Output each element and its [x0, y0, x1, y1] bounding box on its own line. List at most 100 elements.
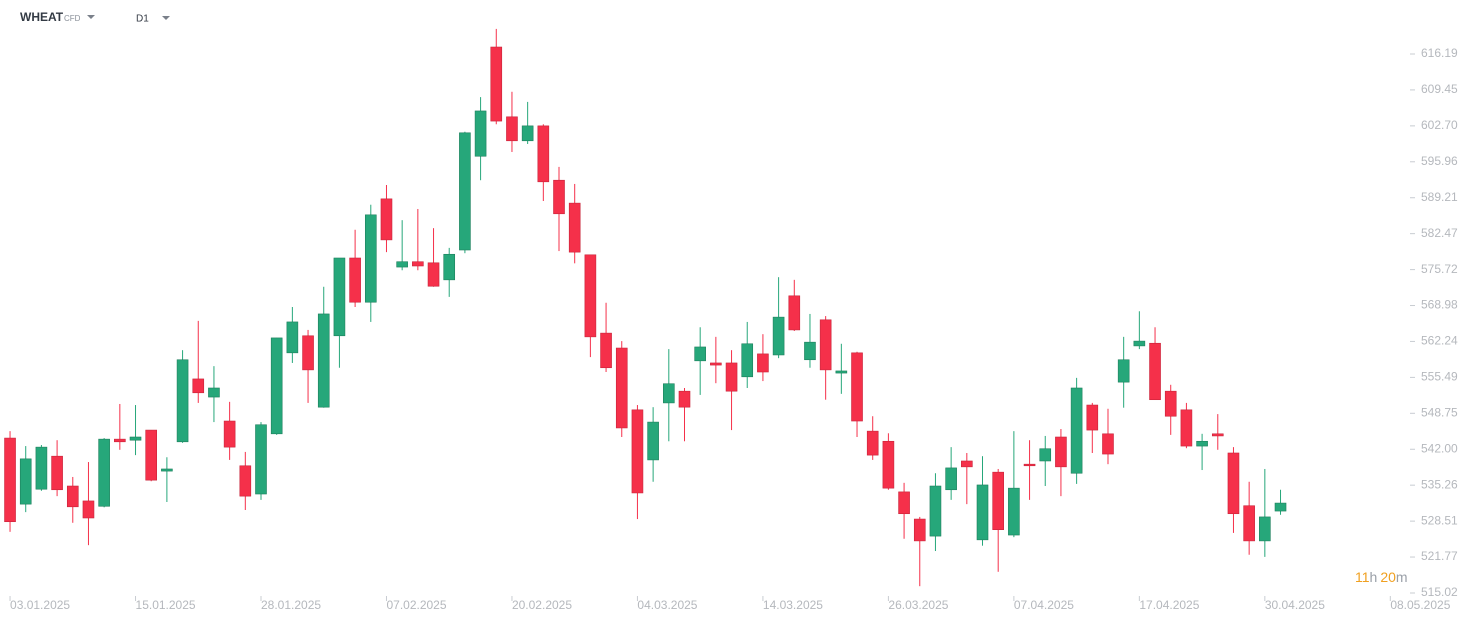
- y-tick-label: 535.26: [1421, 477, 1458, 491]
- dropdown-arrow[interactable]: [87, 15, 95, 19]
- candle-body: [51, 455, 63, 491]
- candle-body: [945, 467, 957, 491]
- instrument-type[interactable]: CFD: [64, 14, 81, 23]
- countdown-minutes: 20: [1380, 569, 1396, 585]
- candle-body: [835, 370, 848, 374]
- candle-body: [804, 341, 816, 361]
- candle-body: [882, 440, 895, 489]
- x-tick-label: 04.03.2025: [637, 598, 697, 612]
- candle-body: [35, 446, 48, 490]
- x-tick-label: 07.04.2025: [1014, 598, 1074, 612]
- candle-body: [286, 321, 299, 354]
- candle-body: [145, 429, 158, 481]
- candle-body: [725, 362, 738, 392]
- candle-body: [710, 362, 722, 366]
- dropdown-arrow[interactable]: [162, 16, 170, 20]
- candle-body: [1243, 505, 1255, 542]
- y-tick-label: 562.24: [1421, 334, 1458, 348]
- candle-body: [819, 319, 832, 371]
- candle-body: [913, 518, 926, 542]
- x-tick-label: 14.03.2025: [763, 598, 823, 612]
- symbol[interactable]: WHEAT: [20, 10, 64, 24]
- candle-body: [459, 132, 471, 251]
- candle-body: [741, 343, 754, 378]
- y-tick-label: 568.98: [1421, 298, 1458, 312]
- candle-body: [663, 383, 675, 404]
- candle-body: [1274, 502, 1287, 512]
- candle-body: [1023, 463, 1036, 467]
- candle-body: [396, 261, 408, 268]
- candle-body: [898, 491, 910, 515]
- candle-body: [647, 421, 659, 461]
- candle-body: [114, 438, 126, 443]
- candle-body: [1008, 487, 1020, 536]
- y-tick-label: 582.47: [1421, 226, 1458, 240]
- candle-body: [176, 359, 189, 443]
- candle-body: [66, 485, 79, 508]
- candle-body: [1196, 440, 1208, 447]
- x-tick-label: 07.02.2025: [386, 598, 446, 612]
- candle-body: [302, 335, 314, 371]
- candle-body: [506, 116, 518, 142]
- candle-body: [866, 430, 879, 456]
- candle-body: [1117, 359, 1130, 383]
- candle-body: [537, 125, 550, 183]
- x-tick-label: 03.01.2025: [10, 598, 70, 612]
- candle-body: [129, 436, 142, 441]
- candle-body: [788, 295, 801, 331]
- y-tick-label: 515.02: [1421, 585, 1458, 599]
- candle-body: [223, 420, 236, 448]
- candle-body: [961, 460, 973, 468]
- candle-body: [364, 214, 377, 303]
- candle-body: [1039, 448, 1052, 462]
- candle-body: [1149, 342, 1161, 401]
- candle-body: [615, 347, 628, 429]
- candle-body: [474, 110, 487, 157]
- candle-body: [1180, 409, 1193, 447]
- candle-body: [1164, 390, 1177, 417]
- candle-body: [568, 202, 581, 253]
- candle-body: [584, 254, 597, 338]
- candle-body: [553, 179, 565, 215]
- candle-body: [992, 471, 1004, 531]
- candle-body: [521, 125, 534, 142]
- candle-body: [412, 261, 424, 267]
- candle-body: [255, 424, 267, 495]
- candle-body: [1227, 452, 1240, 515]
- y-tick-label: 555.49: [1421, 370, 1458, 384]
- candle-body: [427, 262, 440, 287]
- y-tick-label: 609.45: [1421, 82, 1458, 96]
- y-tick-label: 589.21: [1421, 190, 1458, 204]
- x-tick-label: 15.01.2025: [136, 598, 196, 612]
- candle-body: [600, 332, 612, 369]
- y-tick-label: 595.96: [1421, 154, 1458, 168]
- candle-body: [380, 198, 393, 241]
- candle-body: [161, 468, 173, 472]
- candle-body: [349, 257, 361, 303]
- candle-body: [1133, 340, 1146, 347]
- y-tick-label: 548.75: [1421, 405, 1458, 419]
- x-tick-label: 26.03.2025: [888, 598, 948, 612]
- candle-body: [851, 352, 863, 422]
- candle-body: [98, 438, 110, 507]
- candle-body: [192, 378, 205, 394]
- y-tick-label: 542.00: [1421, 441, 1458, 455]
- candle-body: [976, 484, 989, 541]
- candle-body: [631, 409, 644, 494]
- y-tick-label: 602.70: [1421, 118, 1458, 132]
- candle-body: [19, 458, 32, 505]
- candle-body: [490, 46, 503, 122]
- x-tick-label: 17.04.2025: [1139, 598, 1199, 612]
- countdown-hours-unit: h: [1370, 569, 1378, 585]
- candle-body: [82, 500, 95, 519]
- symbol-selector[interactable]: WHEAT CFD: [20, 10, 95, 24]
- candle-body: [694, 346, 706, 362]
- candle-body: [757, 353, 769, 373]
- timeframe-selector[interactable]: D1: [136, 14, 170, 25]
- candle-body: [333, 257, 346, 337]
- timeframe[interactable]: D1: [136, 14, 149, 25]
- y-tick-label: 528.51: [1421, 513, 1458, 527]
- candle-body: [270, 337, 283, 435]
- candle-body: [4, 437, 16, 523]
